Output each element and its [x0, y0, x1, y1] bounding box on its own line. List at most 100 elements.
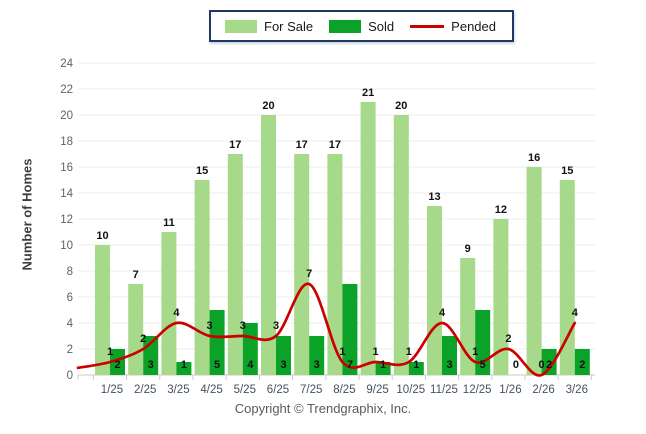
pended-line — [76, 282, 577, 377]
legend-item-for-sale: For Sale — [225, 18, 314, 34]
for-sale-value-label: 11 — [163, 217, 175, 229]
pended-value-label: 3 — [207, 320, 213, 332]
sold-bar — [408, 362, 424, 375]
for-sale-bar — [559, 180, 575, 375]
for-sale-value-label: 16 — [528, 152, 540, 164]
sold-bar — [209, 310, 225, 375]
sold-value-label: 3 — [280, 359, 286, 371]
sold-value-label: 5 — [214, 359, 220, 371]
sold-bar — [309, 336, 325, 375]
sold-value-label: 1 — [380, 359, 386, 371]
pended-value-label: 3 — [273, 320, 279, 332]
for-sale-value-label: 10 — [96, 230, 108, 242]
for-sale-bar — [493, 219, 509, 375]
sold-value-label: 1 — [413, 359, 419, 371]
for-sale-value-label: 21 — [362, 87, 374, 99]
legend-item-sold: Sold — [329, 18, 395, 34]
for-sale-bar — [393, 115, 409, 375]
y-tick-label: 10 — [60, 240, 73, 252]
for-sale-value-label: 17 — [296, 139, 308, 151]
for-sale-bar — [194, 180, 210, 375]
copyright-text: Copyright © Trendgraphix, Inc. — [234, 401, 412, 416]
x-tick-label: 5/25 — [234, 384, 256, 396]
x-tick-label: 6/25 — [267, 384, 289, 396]
pended-value-label: 1 — [339, 346, 345, 358]
x-tick-label: 3/25 — [167, 384, 189, 396]
for-sale-bar — [360, 102, 376, 375]
for-sale-value-label: 20 — [262, 100, 274, 112]
sold-value-label: 5 — [480, 359, 486, 371]
y-tick-label: 4 — [67, 318, 74, 330]
pended-value-label: 4 — [173, 307, 180, 319]
x-tick-label: 7/25 — [300, 384, 322, 396]
sold-bar — [541, 349, 557, 375]
pended-value-label: 2 — [505, 333, 511, 345]
for-sale-bar — [161, 232, 177, 375]
x-tick-label: 10/25 — [396, 384, 425, 396]
for-sale-bar — [227, 154, 243, 375]
sold-swatch-icon — [329, 19, 362, 33]
for-sale-value-label: 15 — [196, 165, 208, 177]
sold-value-label: 3 — [314, 359, 320, 371]
y-tick-label: 16 — [60, 162, 73, 174]
sold-bar — [574, 349, 590, 375]
legend: For Sale Sold Pended — [209, 10, 514, 42]
x-tick-label: 12/25 — [463, 384, 492, 396]
sold-value-label: 2 — [546, 359, 552, 371]
for-sale-value-label: 12 — [495, 204, 507, 216]
sold-bar — [176, 362, 192, 375]
pended-value-label: 1 — [373, 346, 379, 358]
y-tick-label: 24 — [60, 58, 73, 70]
pended-value-label: 0 — [539, 359, 545, 371]
legend-label-for-sale: For Sale — [264, 18, 314, 34]
y-tick-label: 14 — [60, 188, 73, 200]
sold-value-label: 4 — [247, 359, 254, 371]
sold-value-label: 7 — [347, 359, 353, 371]
for-sale-bar — [128, 284, 144, 375]
pended-value-label: 1 — [406, 346, 412, 358]
sold-bar — [110, 349, 125, 375]
x-tick-label: 11/25 — [430, 384, 458, 396]
y-axis-title: Number of Homes — [19, 158, 35, 271]
for-sale-bar — [294, 154, 310, 375]
legend-label-sold: Sold — [368, 18, 395, 34]
sold-value-label: 1 — [181, 359, 187, 371]
x-tick-label: 3/26 — [566, 384, 588, 396]
sold-value-label: 0 — [513, 359, 519, 371]
for-sale-value-label: 15 — [561, 165, 573, 177]
y-tick-label: 22 — [60, 84, 73, 96]
y-tick-label: 18 — [60, 136, 73, 148]
for-sale-swatch-icon — [225, 19, 257, 33]
x-tick-label: 2/26 — [532, 384, 554, 396]
sold-value-label: 3 — [446, 359, 452, 371]
x-tick-label: 1/25 — [101, 384, 123, 396]
y-tick-label: 20 — [60, 110, 73, 122]
for-sale-bar — [460, 258, 476, 375]
legend-label-pended: Pended — [451, 18, 496, 34]
for-sale-value-label: 7 — [133, 269, 139, 281]
sold-bar — [442, 336, 457, 375]
sold-bar — [276, 336, 291, 375]
for-sale-bar — [261, 115, 276, 375]
sold-value-label: 2 — [579, 359, 585, 371]
x-tick-label: 4/25 — [200, 384, 222, 396]
pended-value-label: 1 — [472, 346, 478, 358]
for-sale-bar — [427, 206, 442, 375]
for-sale-value-label: 17 — [229, 139, 241, 151]
y-tick-label: 12 — [60, 214, 73, 226]
legend-item-pended: Pended — [410, 20, 496, 33]
sold-value-label: 2 — [114, 359, 120, 371]
sold-bar — [342, 284, 358, 375]
for-sale-value-label: 9 — [465, 243, 471, 255]
pended-value-label: 4 — [572, 307, 579, 319]
x-tick-label: 2/25 — [134, 384, 156, 396]
x-tick-label: 8/25 — [333, 384, 355, 396]
y-tick-label: 2 — [67, 344, 73, 356]
for-sale-bar — [526, 167, 542, 375]
pended-value-label: 2 — [140, 333, 146, 345]
pended-line-swatch-icon — [410, 24, 445, 28]
x-tick-label: 1/26 — [499, 384, 521, 396]
sold-bar — [375, 362, 391, 375]
